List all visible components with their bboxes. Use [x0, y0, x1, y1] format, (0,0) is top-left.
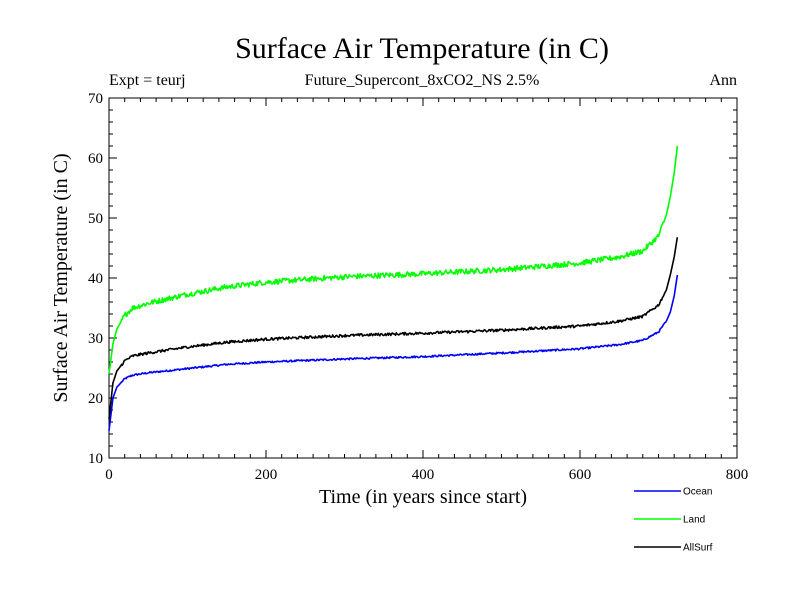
x-tick-label: 400	[412, 467, 435, 483]
x-tick-label: 0	[105, 467, 113, 483]
series-line-ocean	[108, 274, 679, 432]
x-tick-label: 800	[726, 467, 749, 483]
y-tick-label: 70	[88, 91, 103, 107]
x-tick-label: 600	[569, 467, 592, 483]
legend: Ocean Land AllSurf	[634, 487, 713, 554]
y-tick-label: 30	[88, 331, 103, 347]
y-tick-label: 50	[88, 211, 103, 227]
legend-label-ocean: Ocean	[683, 487, 712, 498]
legend-label-allsurf: AllSurf	[683, 543, 713, 554]
x-axis-label: Time (in years since start)	[319, 486, 527, 508]
y-tick-label: 20	[88, 391, 103, 407]
chart-subtitle: Future_Supercont_8xCO2_NS 2.5%	[305, 72, 540, 89]
experiment-label: Expt = teurj	[109, 72, 186, 89]
series-layer	[108, 145, 679, 432]
y-tick-label: 40	[88, 271, 103, 287]
legend-label-land: Land	[683, 515, 705, 526]
period-label: Ann	[709, 72, 737, 89]
x-tick-label: 200	[255, 467, 278, 483]
series-line-land	[108, 145, 679, 375]
y-tick-label: 60	[88, 151, 103, 167]
axis-ticks	[108, 97, 738, 459]
series-line-allsurf	[108, 237, 679, 420]
axis-tick-labels: 0 200 400 600 800 10 20 30 40 50 60 70	[88, 91, 748, 483]
chart-title: Surface Air Temperature (in C)	[235, 32, 609, 65]
plot-frame	[108, 97, 738, 459]
y-tick-label: 10	[88, 451, 103, 467]
y-axis-label: Surface Air Temperature (in C)	[50, 153, 72, 402]
